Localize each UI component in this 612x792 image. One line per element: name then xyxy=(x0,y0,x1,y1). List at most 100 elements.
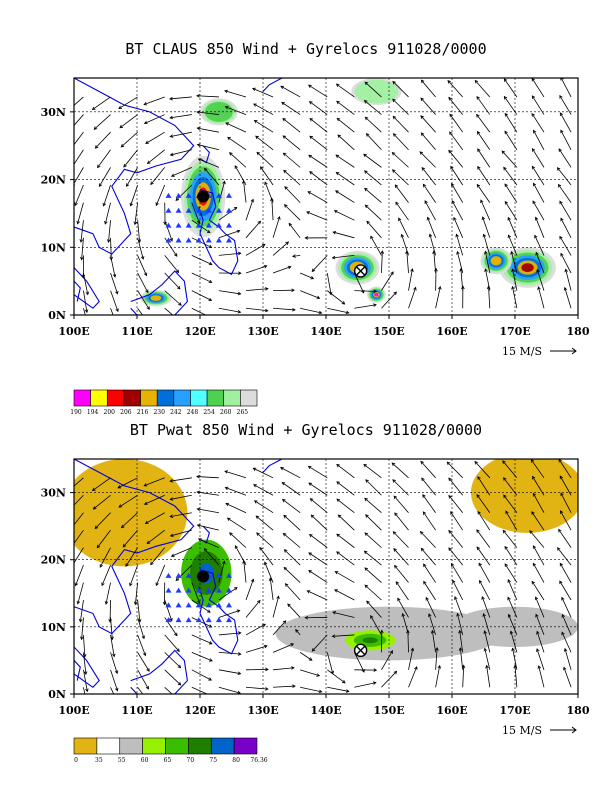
wind-vector-head xyxy=(170,553,175,557)
wind-vector xyxy=(77,202,84,224)
wind-vector xyxy=(191,686,209,694)
wind-vector xyxy=(75,564,84,586)
wind-vector xyxy=(435,286,441,309)
wind-vector-head xyxy=(337,514,342,519)
wind-vector xyxy=(336,481,355,496)
wind-vector-head xyxy=(284,583,289,587)
wind-vector-head xyxy=(341,301,346,305)
wind-vector-head xyxy=(237,631,242,635)
wind-vector-head xyxy=(452,579,456,584)
wind-vector xyxy=(253,467,274,479)
wind-vector xyxy=(535,217,545,238)
wind-vector-head xyxy=(234,165,238,169)
y-tick-label: 10N xyxy=(41,241,66,254)
wind-vector xyxy=(433,251,437,274)
wind-vector xyxy=(338,514,355,531)
wind-vector-head xyxy=(257,599,261,604)
wind-vector-head xyxy=(531,580,535,585)
wind-vector-head xyxy=(196,94,200,98)
wind-vector-head xyxy=(115,290,119,295)
triangle-marker xyxy=(175,237,182,243)
wind-vector xyxy=(474,80,491,98)
wind-vector xyxy=(560,492,572,513)
wind-vector xyxy=(419,151,436,168)
wind-vector xyxy=(283,152,301,168)
wind-vector-head xyxy=(563,666,567,671)
wind-vector xyxy=(449,131,464,151)
wind-vector-head xyxy=(556,167,561,171)
wind-vector-head xyxy=(257,220,262,225)
wind-vector xyxy=(218,651,241,655)
wind-vector-head xyxy=(420,79,425,84)
wind-vector-head xyxy=(422,183,427,188)
wind-vector-head xyxy=(262,623,266,627)
wind-vector xyxy=(80,220,84,243)
wind-vector xyxy=(169,96,192,100)
wind-vector-head xyxy=(424,200,428,204)
wind-vector xyxy=(502,530,518,548)
wind-vector-head xyxy=(283,169,287,174)
wind-vector xyxy=(198,538,220,548)
wind-vector xyxy=(254,500,274,514)
wind-vector-head xyxy=(144,520,149,524)
wind-vector-head xyxy=(507,216,511,221)
wind-vector-head xyxy=(557,547,561,551)
wind-vector xyxy=(97,149,111,168)
wind-vector xyxy=(446,461,463,479)
wind-vector xyxy=(327,686,349,692)
wind-vector xyxy=(423,184,436,203)
wind-vector xyxy=(310,498,328,514)
coastline xyxy=(237,459,251,460)
wind-vector-head xyxy=(229,152,233,156)
wind-vector-head xyxy=(253,103,257,107)
wind-vector xyxy=(381,650,393,671)
wind-vector-head xyxy=(309,498,314,502)
wind-vector xyxy=(105,582,111,605)
wind-vector xyxy=(501,150,518,168)
wind-vector-head xyxy=(196,523,201,528)
wind-vector xyxy=(308,154,328,168)
wind-vector xyxy=(227,517,247,531)
wind-vector xyxy=(393,495,409,513)
wind-vector-head xyxy=(197,158,202,162)
wind-vector-head xyxy=(483,630,487,634)
wind-vector xyxy=(532,476,545,496)
wind-vector xyxy=(218,207,238,221)
wind-vector xyxy=(197,491,219,496)
wind-vector-head xyxy=(308,657,313,661)
wind-vector xyxy=(456,251,464,274)
wind-vector xyxy=(448,495,464,513)
wind-vector xyxy=(92,477,111,491)
wind-vector xyxy=(121,131,138,148)
colorbar-label: 80 xyxy=(232,757,240,764)
wind-vector-head xyxy=(393,291,397,296)
wind-vector-head xyxy=(82,653,87,658)
wind-vector-head xyxy=(420,547,425,552)
wind-vector xyxy=(408,268,413,291)
wind-vector xyxy=(422,494,436,513)
colorbar-label: 194 xyxy=(87,409,99,416)
x-tick-label: 180 xyxy=(567,325,590,338)
wind-vector-head xyxy=(422,511,427,515)
triangle-marker xyxy=(195,617,202,623)
wind-vector-head xyxy=(91,106,96,111)
wind-vector xyxy=(125,547,138,567)
wind-vector-head xyxy=(142,652,147,657)
wind-vector-head xyxy=(410,268,414,272)
wind-vector-head xyxy=(318,310,323,315)
wind-vector-head xyxy=(485,664,489,669)
wind-vector xyxy=(137,290,150,310)
wind-vector xyxy=(512,286,518,309)
wind-vector xyxy=(559,475,572,496)
wind-vector-head xyxy=(169,533,174,538)
triangle-marker xyxy=(225,617,232,623)
wind-vector-head xyxy=(129,202,134,207)
wind-vector xyxy=(243,560,247,583)
wind-vector-head xyxy=(476,130,481,135)
wind-vector-head xyxy=(532,475,536,480)
wind-vector xyxy=(560,130,572,150)
wind-vector-head xyxy=(504,112,509,117)
wind-vector-head xyxy=(561,613,565,618)
wind-vector-head xyxy=(477,148,481,153)
wind-vector-head xyxy=(178,320,181,323)
